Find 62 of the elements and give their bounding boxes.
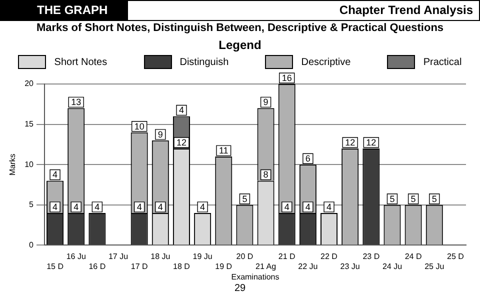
data-label: 11 xyxy=(218,146,228,156)
data-label: 16 xyxy=(282,72,292,83)
data-label: 9 xyxy=(263,97,268,108)
x-tick-label: 19 Ju xyxy=(192,252,212,262)
legend-label: Descriptive xyxy=(301,56,351,68)
text: 29 xyxy=(233,283,247,294)
x-tick-label: 25 D xyxy=(447,252,464,262)
x-tick-label: 17 D xyxy=(130,262,148,271)
x-tick-label: 16 Ju xyxy=(66,252,86,262)
y-tick-label: 10 xyxy=(24,160,34,169)
x-tick-label: 23 Ju xyxy=(340,262,360,271)
x-tick-label: 22 Ju xyxy=(298,262,318,271)
x-axis-title: Examinations xyxy=(231,272,280,282)
data-label: 12 xyxy=(345,137,356,148)
x-tick-label: 17 Ju xyxy=(108,252,128,262)
data-label: 10 xyxy=(134,121,144,132)
data-label: 5 xyxy=(432,194,437,204)
data-label: 13 xyxy=(71,97,82,108)
x-tick-label: 24 Ju xyxy=(382,262,402,271)
data-label: 5 xyxy=(390,194,395,204)
data-label: 4 xyxy=(305,202,310,212)
x-tick-label: 18 Ju xyxy=(150,252,170,262)
data-label: 4 xyxy=(178,105,184,116)
data-label: 4 xyxy=(74,202,79,212)
x-tick-label: 21 D xyxy=(278,252,296,262)
data-label: 8 xyxy=(263,170,268,180)
legend-label: Distinguish xyxy=(180,56,229,68)
data-label: 4 xyxy=(52,170,58,180)
legend-title: Legend xyxy=(218,38,262,52)
y-tick-label: 0 xyxy=(29,240,34,250)
data-label: 5 xyxy=(242,194,248,204)
data-label: 4 xyxy=(136,202,142,212)
y-tick-label: 20 xyxy=(24,79,34,88)
data-label: 4 xyxy=(94,202,100,212)
data-label: 9 xyxy=(158,129,163,140)
x-tick-label: 21 Ag xyxy=(256,262,276,271)
legend-label: Practical xyxy=(423,56,462,68)
y-tick-label: 15 xyxy=(24,120,34,129)
chart-title: Marks of Short Notes, Distinguish Between, Descriptive & Practical Questions xyxy=(35,22,445,34)
data-label: 4 xyxy=(326,202,332,212)
x-tick-label: 24 D xyxy=(404,252,422,262)
data-label: 4 xyxy=(158,202,163,212)
x-tick-label: 19 D xyxy=(215,262,232,271)
data-label: 12 xyxy=(366,137,376,148)
y-axis-title: Marks xyxy=(8,154,18,176)
data-label: 4 xyxy=(200,202,206,212)
data-label: 12 xyxy=(176,137,186,148)
x-tick-label: 20 D xyxy=(236,252,254,262)
data-label: 4 xyxy=(284,202,290,212)
legend-label: Short Notes xyxy=(54,56,108,68)
x-tick-label: 18 D xyxy=(173,262,190,271)
x-tick-label: 22 D xyxy=(320,252,338,262)
text: THE GRAPH xyxy=(1,1,128,20)
x-tick-label: 25 Ju xyxy=(424,262,444,271)
data-label: 5 xyxy=(410,194,416,204)
data-label: 6 xyxy=(305,154,310,164)
data-label: 4 xyxy=(52,202,58,212)
x-tick-label: 23 D xyxy=(362,252,380,262)
y-tick-label: 5 xyxy=(29,200,34,210)
text: Chapter Trend Analysis xyxy=(339,2,473,19)
x-tick-label: 15 D xyxy=(46,262,64,271)
x-tick-label: 16 D xyxy=(88,262,106,271)
